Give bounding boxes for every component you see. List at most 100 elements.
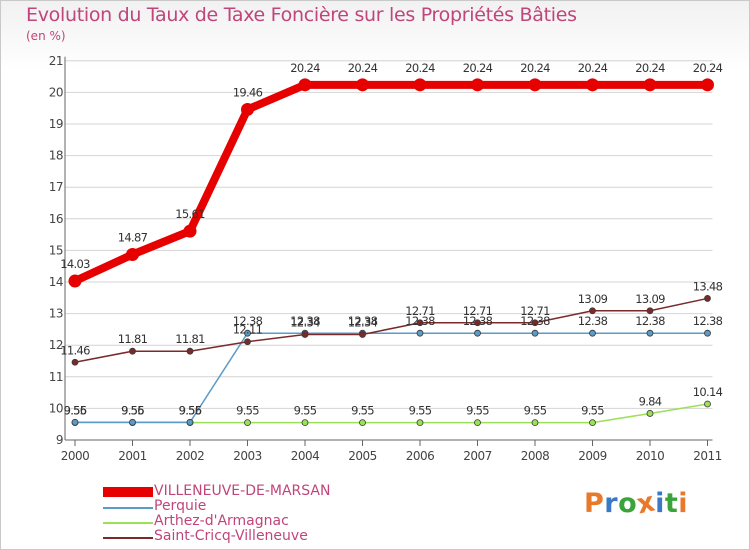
data-point	[183, 224, 197, 238]
data-point	[701, 78, 714, 92]
legend-swatch	[103, 487, 153, 497]
unit-label: (en %)	[26, 29, 66, 43]
data-label: 12.38	[233, 314, 263, 328]
data-label: 9.56	[121, 403, 144, 417]
data-label: 12.38	[635, 314, 665, 328]
data-point	[704, 329, 711, 337]
data-point	[586, 78, 599, 92]
data-label: 20.24	[463, 61, 493, 75]
x-tick-label: 2010	[636, 449, 665, 463]
data-point	[129, 347, 136, 355]
data-label: 11.46	[60, 343, 90, 357]
data-point	[241, 102, 254, 116]
data-label: 20.24	[520, 61, 550, 75]
x-tick-label: 2000	[61, 449, 90, 463]
data-label: 12.71	[463, 304, 493, 318]
axes: 9 10 11 12 13 14 15 16 17 18 19 20 21 2000 2001 2002 200…	[49, 54, 723, 463]
data-label: 12.38	[405, 314, 435, 328]
data-label: 12.11	[233, 323, 263, 337]
data-label: 13.09	[635, 292, 665, 306]
data-label: 11.81	[175, 332, 205, 346]
data-point	[416, 319, 424, 327]
series-line-1	[74, 332, 709, 424]
data-label: 9.56	[64, 403, 87, 417]
data-label: 12.38	[578, 314, 608, 328]
data-label: 20.24	[348, 61, 378, 75]
data-point	[589, 329, 596, 337]
logo-letter: P	[584, 488, 605, 519]
data-point	[531, 319, 539, 327]
data-point	[186, 418, 194, 426]
data-point	[301, 419, 309, 427]
data-label: 12.71	[520, 304, 550, 318]
data-label: 9.84	[639, 394, 662, 408]
data-label: 12.38	[348, 314, 378, 328]
data-label: 9.55	[121, 404, 144, 418]
data-label: 12.38	[290, 314, 320, 328]
data-point	[359, 331, 366, 338]
y-tick-label: 15	[49, 243, 63, 257]
data-label: 9.55	[409, 404, 432, 418]
legend-label: Arthez-d'Armagnac	[154, 513, 289, 529]
logo-letter: o	[618, 488, 638, 519]
y-tick-label: 19	[49, 117, 63, 131]
data-point	[474, 319, 481, 327]
data-label: 14.87	[118, 231, 148, 245]
x-tick-label: 2007	[463, 449, 492, 463]
data-point	[531, 329, 539, 337]
data-point	[643, 78, 657, 92]
y-tick-label: 10	[49, 401, 63, 415]
data-point	[474, 419, 481, 427]
x-tick-label: 2008	[521, 449, 550, 463]
data-point	[244, 329, 251, 337]
data-label: 9.55	[294, 404, 317, 418]
data-point	[704, 400, 711, 408]
y-tick-label: 21	[49, 54, 63, 68]
data-label: 12.71	[405, 304, 435, 318]
data-point	[186, 347, 194, 355]
data-label: 20.24	[693, 61, 723, 75]
data-point	[126, 248, 139, 262]
logo-letter: i	[678, 488, 689, 519]
data-point	[244, 338, 251, 346]
data-point	[68, 274, 82, 288]
proxiti-logo: Proxiti	[584, 486, 689, 520]
data-label: 11.81	[118, 332, 148, 346]
data-label: 9.55	[236, 404, 259, 418]
data-point	[301, 331, 309, 338]
data-point	[356, 78, 369, 92]
legend-swatch	[103, 507, 153, 509]
data-label: 9.55	[179, 404, 202, 418]
data-point	[646, 410, 654, 417]
y-tick-label: 12	[49, 338, 63, 352]
y-tick-label: 18	[49, 149, 63, 163]
x-tick-label: 2004	[291, 449, 320, 463]
legend-swatch	[103, 537, 153, 539]
y-tick-label: 17	[49, 180, 63, 194]
data-point	[416, 329, 424, 337]
x-tick-label: 2011	[693, 449, 722, 463]
data-point	[528, 78, 542, 92]
y-tick-label: 14	[49, 275, 63, 289]
x-tick-label: 2006	[406, 449, 435, 463]
data-label: 9.55	[351, 404, 374, 418]
legend-label: Perquie	[154, 498, 207, 514]
chart-title: Evolution du Taux de Taxe Foncière sur l…	[26, 4, 577, 26]
data-label: 9.55	[466, 404, 489, 418]
data-point	[413, 78, 427, 92]
series-line-0	[71, 80, 712, 286]
data-label: 12.38	[463, 314, 493, 328]
data-label: 14.03	[60, 257, 90, 271]
x-tick-label: 2002	[176, 449, 205, 463]
data-label: 20.24	[290, 61, 320, 75]
data-point	[244, 419, 251, 427]
series-lines	[68, 78, 714, 427]
data-label: 20.24	[635, 61, 665, 75]
data-point	[704, 295, 711, 302]
data-label: 13.09	[578, 292, 608, 306]
logo-letter: r	[604, 488, 619, 519]
data-label: 13.48	[693, 279, 723, 293]
data-point	[646, 329, 654, 337]
data-point	[474, 329, 481, 337]
